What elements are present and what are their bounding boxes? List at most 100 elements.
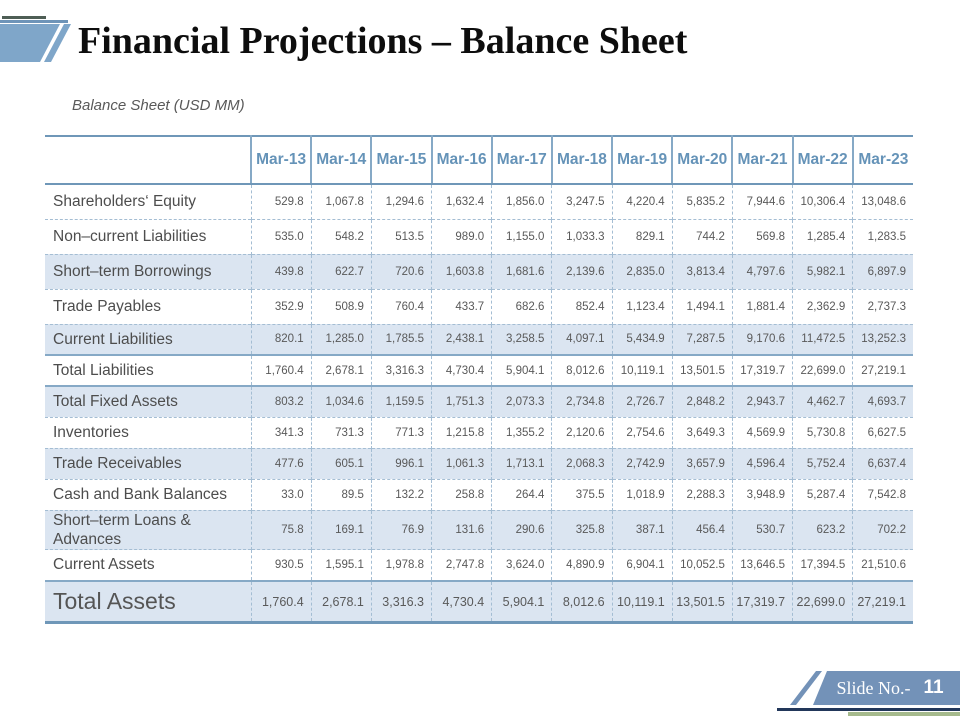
value-cell: 1,355.2 [491,417,552,448]
value-cell: 13,252.3 [852,324,913,355]
value-cell: 1,856.0 [491,184,552,219]
row-label: Short–term Borrowings [53,262,212,280]
value-cell: 13,501.5 [671,580,733,623]
value-cell: 3,258.5 [491,324,552,355]
value-cell: 989.0 [431,219,492,254]
value-cell: 760.4 [370,289,432,324]
value-cell: 10,119.1 [611,355,673,386]
value-cell: 5,904.1 [491,355,552,386]
value-cell: 22,699.0 [792,580,853,623]
header-accent-dark-line [2,16,46,19]
value-cell: 387.1 [611,510,673,550]
table-row: Inventories 341.3 731.3 771.3 1,215.8 1,355.2… [45,417,913,448]
table-row: Short–term Borrowings 439.8 622.7 720.6 1,60… [45,254,913,289]
value-cell: 264.4 [491,479,552,510]
value-cell: 3,247.5 [551,184,613,219]
value-cell: 4,462.7 [792,386,853,417]
row-label: Cash and Bank Balances [53,485,228,503]
value-cell: 2,737.3 [852,289,913,324]
table-row: Trade Receivables 477.6 605.1 996.1 1,061.3 1… [45,448,913,479]
value-cell: 132.2 [370,479,432,510]
value-cell: 4,220.4 [611,184,673,219]
value-cell: 17,394.5 [792,549,853,581]
footer-green-line [848,712,960,716]
table-row: Total Liabilities 1,760.4 2,678.1 3,316.3 4,… [45,355,913,386]
value-cell: 829.1 [611,219,673,254]
value-cell: 341.3 [250,417,312,448]
value-cell: 2,073.3 [491,386,552,417]
value-cell: 2,848.2 [671,386,733,417]
column-header: Mar-21 [731,136,793,185]
value-cell: 456.4 [671,510,733,550]
table-row: Current Assets 930.5 1,595.1 1,978.8 2,747.8… [45,549,913,581]
value-cell: 7,287.5 [671,324,733,355]
table-row: Current Liabilities 820.1 1,285.0 1,785.5 2,… [45,324,913,355]
value-cell: 2,943.7 [731,386,793,417]
value-cell: 2,742.9 [611,448,673,479]
value-cell: 17,319.7 [731,355,793,386]
value-cell: 820.1 [250,324,312,355]
header-accent-blue-line [0,20,68,23]
value-cell: 731.3 [310,417,372,448]
value-cell: 10,052.5 [671,549,733,581]
value-cell: 535.0 [250,219,312,254]
value-cell: 27,219.1 [852,355,913,386]
value-cell: 2,362.9 [792,289,853,324]
value-cell: 852.4 [551,289,613,324]
value-cell: 771.3 [370,417,432,448]
value-cell: 6,627.5 [852,417,913,448]
value-cell: 258.8 [431,479,492,510]
value-cell: 131.6 [431,510,492,550]
column-header: Mar-15 [370,136,432,185]
value-cell: 720.6 [370,254,432,289]
value-cell: 7,944.6 [731,184,793,219]
value-cell: 6,897.9 [852,254,913,289]
footer-navy-line [777,708,960,711]
value-cell: 13,646.5 [731,549,793,581]
value-cell: 433.7 [431,289,492,324]
value-cell: 8,012.6 [551,355,613,386]
value-cell: 3,624.0 [491,549,552,581]
value-cell: 2,678.1 [310,355,372,386]
table-caption: Balance Sheet (USD MM) [72,97,245,114]
value-cell: 5,752.4 [792,448,853,479]
table-row: Total Assets 1,760.4 2,678.1 3,316.3 4,730.4… [45,580,913,623]
value-cell: 4,097.1 [551,324,613,355]
value-cell: 290.6 [491,510,552,550]
value-cell: 569.8 [731,219,793,254]
value-cell: 3,316.3 [370,355,432,386]
value-cell: 2,678.1 [310,580,372,623]
value-cell: 530.7 [731,510,793,550]
value-cell: 2,288.3 [671,479,733,510]
value-cell: 1,061.3 [431,448,492,479]
value-cell: 1,285.0 [310,324,372,355]
value-cell: 75.8 [250,510,312,550]
value-cell: 11,472.5 [792,324,853,355]
header-row: Mar-13 Mar-14 Mar-15 Mar-16 Mar-17 Mar-18 Mar-… [45,136,913,185]
table-row: Cash and Bank Balances 33.0 89.5 132.2 258.8… [45,479,913,510]
value-cell: 1,760.4 [250,580,312,623]
value-cell: 5,434.9 [611,324,673,355]
value-cell: 1,785.5 [370,324,432,355]
value-cell: 2,754.6 [611,417,673,448]
value-cell: 1,283.5 [852,219,913,254]
value-cell: 4,890.9 [551,549,613,581]
value-cell: 702.2 [852,510,913,550]
table-row: Total Fixed Assets 803.2 1,034.6 1,159.5 1,7… [45,386,913,417]
column-header: Mar-22 [791,136,853,185]
value-cell: 529.8 [250,184,312,219]
row-label: Total Liabilities [53,361,154,379]
value-cell: 325.8 [551,510,613,550]
value-cell: 744.2 [671,219,733,254]
value-cell: 1,067.8 [310,184,372,219]
row-label: Short–term Loans & Advances [53,511,191,548]
balance-sheet-table: Mar-13 Mar-14 Mar-15 Mar-16 Mar-17 Mar-18 Mar-… [45,135,913,625]
value-cell: 439.8 [250,254,312,289]
value-cell: 2,835.0 [611,254,673,289]
value-cell: 6,904.1 [611,549,673,581]
value-cell: 548.2 [310,219,372,254]
value-cell: 5,982.1 [792,254,853,289]
value-cell: 1,034.6 [310,386,372,417]
column-header: Mar-16 [430,136,492,185]
value-cell: 1,215.8 [431,417,492,448]
